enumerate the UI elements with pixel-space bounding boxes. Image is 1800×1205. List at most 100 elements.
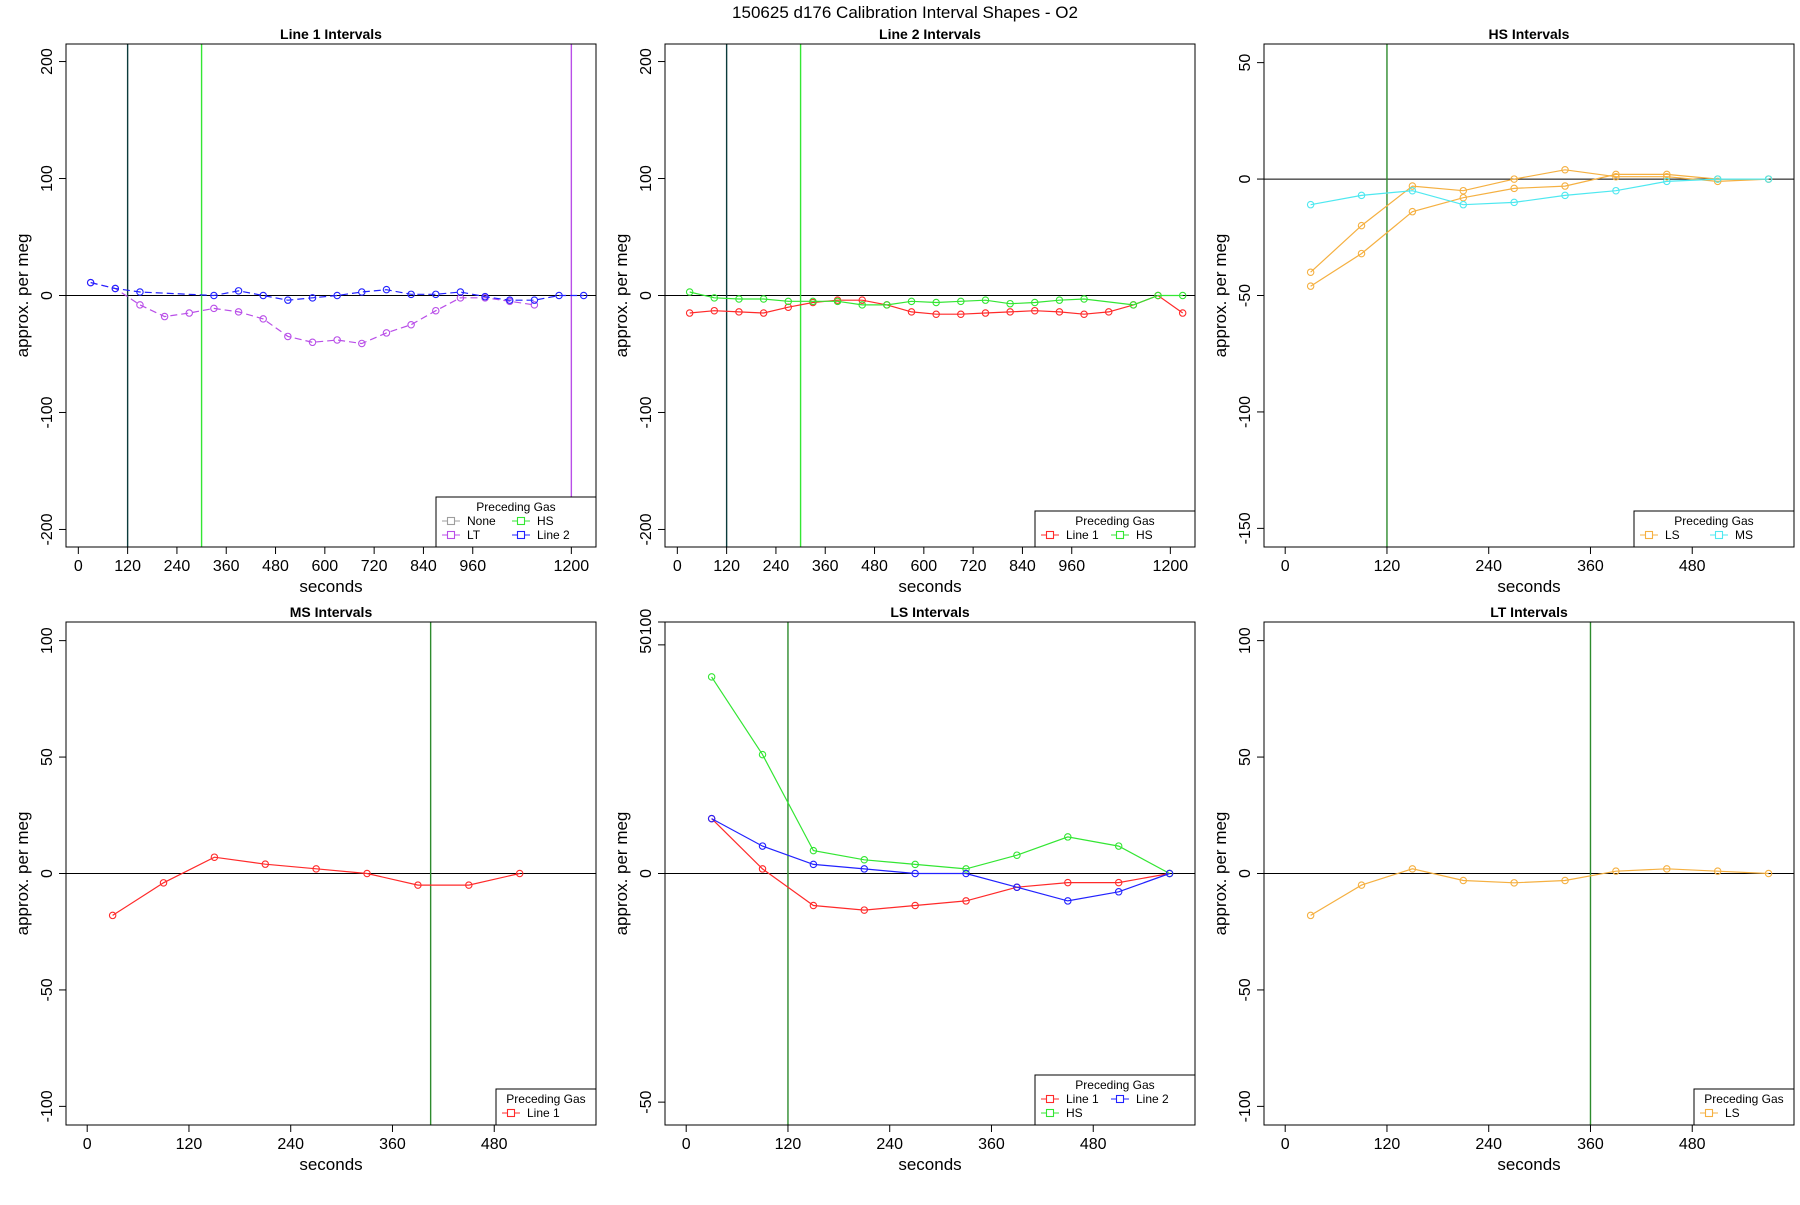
panel-title: LT Intervals: [1490, 604, 1568, 620]
x-tick-label: 720: [960, 558, 987, 575]
x-tick-label: 0: [74, 558, 83, 575]
data-point: [932, 298, 940, 307]
legend-entry-label: Line 1: [1066, 1092, 1099, 1106]
data-point: [308, 338, 317, 347]
data-point: [1013, 883, 1021, 891]
data-point: [911, 860, 919, 869]
y-tick-label: 0: [1237, 869, 1254, 878]
series-group: [108, 853, 524, 920]
x-tick-label: 360: [812, 558, 839, 575]
data-point: [809, 860, 818, 869]
data-point: [1031, 298, 1039, 307]
x-tick-label: 240: [1475, 558, 1502, 575]
data-point: [1663, 172, 1671, 181]
data-point: [108, 911, 117, 920]
y-tick-label: 100: [1237, 627, 1254, 654]
x-tick-label: 480: [1679, 558, 1706, 575]
legend-entry-label: LS: [1665, 528, 1680, 542]
data-point: [284, 296, 292, 304]
data-point: [1006, 308, 1014, 316]
legend-entry-label: HS: [537, 514, 554, 528]
data-point: [1064, 897, 1072, 905]
x-tick-label: 240: [763, 558, 790, 575]
series-line: [689, 294, 1184, 315]
data-point: [707, 673, 716, 681]
chart-panel-4: MS Intervals 0 120 240 360 480 seconds -100 -50 0…: [13, 604, 597, 1174]
series-group: [1306, 865, 1773, 920]
legend-entry-label: HS: [1066, 1106, 1083, 1120]
data-point: [907, 308, 916, 316]
x-tick-label: 960: [459, 558, 486, 575]
legend-swatch-marker: [446, 516, 456, 526]
chart-panel-3: HS Intervals 0 120 240 360 480 seconds -150 -100…: [1211, 26, 1795, 596]
data-point: [530, 296, 539, 304]
data-point: [333, 291, 341, 300]
x-tick-label: 360: [213, 558, 240, 575]
y-axis-label: approx. per meg: [612, 234, 631, 358]
data-point: [358, 288, 366, 296]
plot-frame: [1263, 43, 1795, 548]
data-point: [432, 306, 440, 315]
data-point: [382, 329, 391, 337]
legend-box: [495, 1088, 597, 1126]
y-tick-label: -100: [39, 1090, 56, 1122]
x-tick-label: 480: [1679, 1136, 1706, 1153]
data-point: [758, 750, 767, 759]
y-tick-label: -200: [638, 513, 655, 545]
data-point: [858, 301, 866, 309]
series-line: [1310, 173, 1769, 287]
data-point: [981, 296, 990, 304]
x-tick-label: 360: [1577, 1136, 1604, 1153]
legend-title: Preceding Gas: [1674, 514, 1753, 528]
x-tick-label: 240: [277, 1136, 304, 1153]
data-point: [555, 291, 563, 300]
legend-entry-label: HS: [1136, 528, 1153, 542]
data-point: [1306, 268, 1315, 276]
x-tick-label: 0: [1281, 1136, 1290, 1153]
data-point: [1459, 876, 1468, 885]
legend-entry-label: None: [467, 514, 496, 528]
data-point: [160, 312, 169, 321]
data-point: [261, 860, 270, 868]
x-tick-label: 840: [410, 558, 437, 575]
data-point: [1178, 291, 1187, 300]
legend-box: [1633, 510, 1795, 548]
data-point: [1510, 184, 1518, 193]
x-tick-label: 120: [775, 1136, 802, 1153]
data-point: [456, 288, 465, 296]
x-tick-label: 1200: [554, 558, 590, 575]
y-axis-label: approx. per meg: [1211, 812, 1230, 936]
legend-entry-label: Line 2: [537, 528, 570, 542]
x-tick-label: 120: [1374, 1136, 1401, 1153]
data-point: [210, 291, 218, 300]
data-point: [1612, 172, 1620, 181]
legend-swatch-marker: [516, 516, 526, 526]
data-point: [809, 846, 818, 855]
data-point: [1713, 175, 1722, 183]
y-tick-label: -200: [39, 513, 56, 545]
panel-title: LS Intervals: [890, 604, 970, 620]
legend-title: Preceding Gas: [1075, 1078, 1154, 1092]
legend-swatch-marker: [1045, 1108, 1055, 1118]
data-point: [1510, 879, 1518, 887]
data-point: [1306, 911, 1315, 920]
y-tick-label: 50: [1237, 54, 1254, 72]
legend-swatch-marker: [1115, 1094, 1125, 1104]
data-point: [1165, 869, 1174, 878]
data-point: [784, 297, 793, 306]
data-point: [579, 291, 588, 300]
data-point: [1612, 867, 1620, 875]
data-point: [1408, 207, 1417, 216]
data-point: [515, 869, 524, 878]
data-point: [1055, 308, 1064, 316]
series-line: [1310, 178, 1769, 206]
y-axis-label: approx. per meg: [1211, 234, 1230, 358]
x-tick-label: 480: [1080, 1136, 1107, 1153]
data-point: [962, 869, 970, 878]
data-point: [1663, 865, 1671, 873]
legend-swatch-marker: [1045, 530, 1055, 540]
